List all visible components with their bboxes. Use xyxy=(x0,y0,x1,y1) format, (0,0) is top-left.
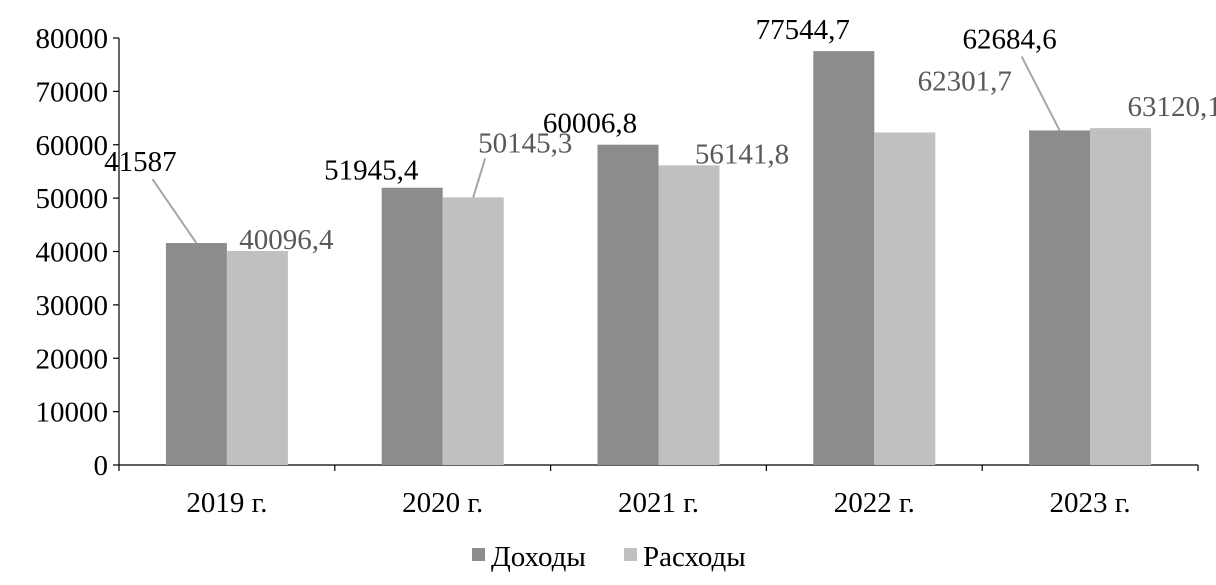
legend-swatch xyxy=(624,548,637,561)
x-tick-label: 2021 г. xyxy=(618,487,699,519)
data-label: 41587 xyxy=(104,146,177,178)
data-label: 62301,7 xyxy=(918,65,1012,97)
y-axis: 0 10000 20000 30000 40000 50000 60000 70000 8000… xyxy=(36,23,120,482)
label-leader-line xyxy=(1020,55,1061,131)
bar-dohody xyxy=(597,144,659,466)
data-label: 56141,8 xyxy=(695,138,789,170)
y-tick-label: 0 xyxy=(94,450,109,482)
label-leader-lines xyxy=(151,55,1061,244)
label-leader-line xyxy=(472,158,487,198)
y-tick-label: 70000 xyxy=(36,76,109,108)
y-tick-label: 30000 xyxy=(36,290,109,322)
legend-label: Расходы xyxy=(643,541,746,573)
y-tick-label: 10000 xyxy=(36,397,109,429)
y-tick-label: 60000 xyxy=(36,130,109,162)
y-tick-label: 50000 xyxy=(36,183,109,215)
bar-rashody xyxy=(442,197,504,465)
x-tick-label: 2023 г. xyxy=(1050,487,1131,519)
x-tick-label: 2019 г. xyxy=(186,487,267,519)
data-label: 63120,1 xyxy=(1127,91,1216,123)
x-tick-label: 2020 г. xyxy=(402,487,483,519)
data-label: 62684,6 xyxy=(962,23,1056,55)
bar-rashody xyxy=(874,132,936,466)
data-label: 60006,8 xyxy=(543,108,637,140)
legend-swatch xyxy=(472,548,485,561)
legend: Доходы Расходы xyxy=(472,541,746,573)
x-axis: 2019 г. 2020 г. 2021 г. 2022 г. 2023 г. xyxy=(118,464,1199,519)
bar-dohody xyxy=(381,187,443,465)
data-label: 50145,3 xyxy=(478,127,572,159)
bar-rashody xyxy=(1090,128,1152,465)
bar-rashody xyxy=(226,250,288,465)
x-tick-label: 2022 г. xyxy=(834,487,915,519)
bars xyxy=(165,51,1152,466)
bar-dohody xyxy=(813,51,875,465)
data-labels: 41587 51945,4 60006,8 77544,7 62684,6 40096,4… xyxy=(104,14,1216,256)
y-tick-label: 20000 xyxy=(36,343,109,375)
data-label: 51945,4 xyxy=(324,155,419,187)
legend-label: Доходы xyxy=(491,541,586,573)
y-tick-label: 40000 xyxy=(36,237,109,269)
data-label: 77544,7 xyxy=(756,14,850,46)
data-label: 40096,4 xyxy=(239,224,334,256)
bar-dohody xyxy=(1029,130,1091,465)
label-leader-line xyxy=(151,178,198,244)
bar-rashody xyxy=(658,165,720,465)
bar-dohody xyxy=(165,243,227,465)
y-tick-label: 80000 xyxy=(36,23,109,55)
